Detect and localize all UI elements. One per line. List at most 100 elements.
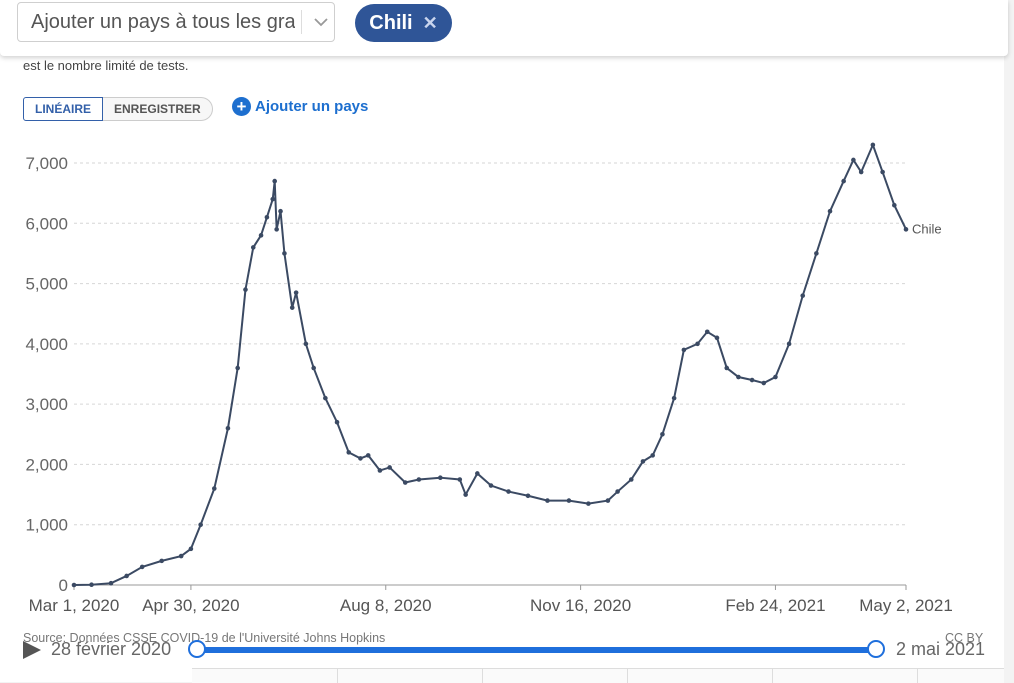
data-point	[289, 305, 295, 310]
y-tick-label: 5,000	[25, 275, 68, 294]
country-chip: Chili ✕	[355, 4, 452, 42]
data-point	[303, 341, 309, 347]
add-country-label: Ajouter un pays	[255, 98, 369, 115]
data-point	[814, 251, 819, 256]
scale-toggle: LINÉAIRE ENREGISTRER	[23, 97, 213, 121]
series-line-chile	[73, 142, 907, 586]
chart-note: est le nombre limité de tests.	[23, 58, 189, 73]
data-point	[475, 471, 480, 476]
data-point	[851, 157, 856, 163]
data-point	[506, 489, 511, 494]
x-tick-label: May 2, 2021	[859, 596, 953, 615]
data-point	[858, 169, 864, 175]
data-point	[841, 178, 846, 184]
x-tick-label: Mar 1, 2020	[29, 596, 120, 615]
data-point	[178, 553, 184, 559]
series-label-chile: Chile	[912, 221, 942, 236]
data-point	[334, 419, 340, 425]
source-note: Source: Données CSSE COVID-19 de l'Unive…	[23, 631, 386, 645]
country-select-placeholder: Ajouter un pays à tous les graphiques	[31, 10, 295, 33]
data-point	[159, 558, 164, 564]
x-tick-label: Aug 8, 2020	[340, 596, 432, 615]
data-point	[525, 493, 531, 499]
license-link[interactable]: CC BY	[945, 631, 984, 645]
x-tick-label: Nov 16, 2020	[530, 596, 631, 615]
timeline-end-label: 2 mai 2021	[896, 639, 986, 659]
data-point	[278, 208, 283, 214]
data-point	[640, 459, 646, 464]
data-point	[211, 486, 217, 491]
data-point	[650, 453, 655, 458]
log-scale-button[interactable]: ENREGISTRER	[103, 97, 213, 121]
data-point	[235, 365, 240, 371]
data-point	[139, 564, 145, 570]
tab-strip	[192, 668, 1004, 683]
data-point	[773, 374, 778, 380]
play-icon[interactable]	[23, 641, 41, 659]
gridlines	[74, 162, 906, 586]
data-point	[274, 227, 279, 232]
line-chart: 0 1,000 2,000 3,000 4,000 5,000 6,000 7,000 Mar…	[25, 142, 953, 615]
data-point	[270, 196, 276, 202]
y-axis-ticks: 0 1,000 2,000 3,000 4,000 5,000 6,000 7,000	[25, 154, 68, 595]
data-point	[736, 374, 741, 380]
data-point	[827, 208, 833, 214]
chevron-down-icon[interactable]	[308, 17, 334, 27]
close-icon[interactable]: ✕	[422, 13, 438, 33]
data-point	[870, 142, 876, 148]
data-point	[605, 498, 611, 503]
linear-scale-button[interactable]: LINÉAIRE	[23, 97, 104, 121]
x-tick-label: Apr 30, 2020	[142, 596, 239, 615]
data-point	[724, 365, 730, 371]
add-country-button[interactable]: + Ajouter un pays	[232, 97, 368, 116]
data-point	[880, 169, 885, 175]
data-point	[800, 293, 806, 298]
data-point	[903, 227, 909, 232]
data-point	[89, 582, 94, 587]
data-point	[250, 245, 256, 250]
x-tick-label: Feb 24, 2021	[725, 596, 825, 615]
data-point	[786, 341, 792, 347]
data-point	[628, 477, 634, 482]
x-axis-ticks: Mar 1, 2020 Apr 30, 2020 Aug 8, 2020 Nov 16…	[29, 585, 953, 615]
y-tick-label: 7,000	[25, 154, 68, 173]
data-point	[377, 468, 383, 473]
data-point	[124, 573, 129, 579]
data-point	[714, 335, 720, 341]
data-point	[387, 465, 392, 470]
timeline-start-handle[interactable]	[188, 640, 206, 658]
country-select[interactable]: Ajouter un pays à tous les graphiques	[17, 2, 335, 42]
data-point	[108, 580, 114, 586]
data-point	[463, 492, 468, 497]
timeline-start-label: 28 février 2020	[51, 639, 172, 659]
data-point	[416, 477, 422, 482]
data-point	[198, 522, 203, 528]
top-bar: Ajouter un pays à tous les graphiques Ch…	[0, 0, 1008, 56]
data-point	[311, 365, 316, 371]
data-point	[704, 329, 710, 335]
y-tick-label: 3,000	[25, 395, 68, 414]
timeline-track[interactable]	[197, 647, 876, 653]
data-point	[586, 501, 591, 506]
y-tick-label: 1,000	[25, 516, 68, 535]
data-point	[615, 489, 620, 494]
data-point	[71, 582, 77, 588]
data-point	[438, 475, 443, 480]
y-tick-label: 0	[59, 576, 68, 595]
data-point	[402, 480, 408, 485]
y-tick-label: 4,000	[25, 335, 68, 354]
data-point	[272, 178, 277, 184]
y-tick-label: 6,000	[25, 214, 68, 233]
data-point	[358, 456, 363, 461]
data-point	[346, 450, 352, 455]
y-tick-label: 2,000	[25, 455, 68, 474]
data-point	[892, 202, 897, 208]
timeline-end-handle[interactable]	[867, 640, 885, 658]
data-point	[545, 498, 550, 503]
data-point	[264, 214, 270, 220]
data-point	[323, 395, 328, 401]
data-point	[258, 233, 264, 238]
timeline: 28 février 2020 2 mai 2021	[0, 636, 1004, 666]
data-point	[566, 498, 572, 503]
series-layer: Chile	[71, 142, 942, 588]
